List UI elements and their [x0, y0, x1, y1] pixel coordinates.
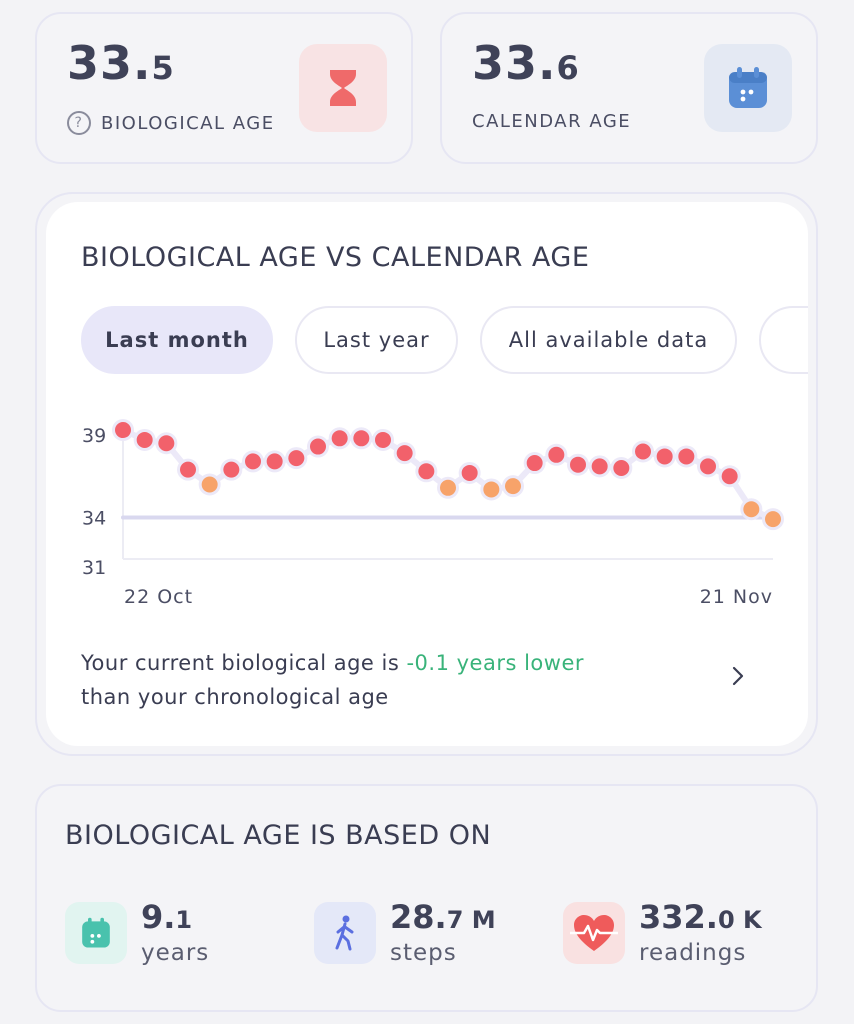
stat-readings-value: 332.0 K: [639, 898, 762, 936]
x-start-label: 22 Oct: [124, 586, 193, 608]
data-point: [245, 453, 261, 470]
x-end-label: 21 Nov: [700, 586, 773, 608]
data-point: [570, 456, 586, 473]
data-point: [440, 479, 456, 496]
data-point: [396, 445, 413, 462]
data-point: [461, 464, 478, 481]
biological-age-value: 33.5: [67, 36, 175, 90]
data-point: [375, 431, 391, 448]
data-point: [635, 443, 651, 460]
tab-all-available-data[interactable]: All available data: [480, 306, 737, 374]
data-point: [201, 476, 218, 493]
walking-person-icon: [314, 902, 376, 964]
data-point: [721, 468, 738, 485]
calendar-icon: [704, 44, 792, 132]
based-on-title: BIOLOGICAL AGE IS BASED ON: [65, 820, 492, 851]
stat-years-unit: years: [141, 940, 210, 966]
data-point: [765, 511, 781, 528]
calendar-icon: [65, 902, 127, 964]
heart-pulse-icon: [563, 902, 625, 964]
summary-text: Your current biological age is -0.1 year…: [81, 651, 584, 709]
calendar-age-card[interactable]: 33.6 CALENDAR AGE: [440, 12, 818, 164]
y-tick-label: 31: [82, 557, 106, 579]
y-tick-label: 34: [82, 508, 106, 530]
data-point: [613, 460, 630, 476]
biological-age-label: BIOLOGICAL AGE: [101, 112, 275, 134]
data-point: [136, 431, 153, 448]
data-point: [288, 450, 305, 467]
data-point: [353, 430, 370, 447]
biological-age-line: [121, 427, 775, 522]
biological-age-label-row: ? BIOLOGICAL AGE: [67, 111, 275, 135]
chart-title: BIOLOGICAL AGE VS CALENDAR AGE: [81, 242, 590, 273]
hourglass-icon: [299, 44, 387, 132]
tab-last-month[interactable]: Last month: [81, 306, 273, 374]
y-tick-label: 39: [82, 425, 106, 447]
data-point: [180, 461, 196, 478]
data-point: [266, 453, 283, 470]
data-point: [115, 422, 131, 439]
data-point: [310, 438, 326, 455]
biological-age-card[interactable]: 33.5 ? BIOLOGICAL AGE: [35, 12, 413, 164]
based-on-card: BIOLOGICAL AGE IS BASED ON 9.1 years 28.…: [35, 784, 818, 1012]
chart-card-outer: BIOLOGICAL AGE VS CALENDAR AGE Last mont…: [35, 192, 818, 756]
data-point: [418, 463, 435, 480]
chevron-right-icon[interactable]: [726, 664, 750, 688]
data-point: [591, 458, 608, 475]
data-point: [526, 455, 543, 472]
stat-steps-value: 28.7 M: [390, 898, 496, 936]
stat-steps-unit: steps: [390, 940, 457, 966]
data-point: [223, 461, 240, 478]
tab-last-year[interactable]: Last year: [295, 306, 458, 374]
stat-years-value: 9.1: [141, 898, 193, 936]
data-point: [743, 501, 760, 518]
data-point: [548, 446, 565, 463]
age-chart: 39 34 31 22 Oct 21 Nov: [82, 419, 784, 608]
data-point: [483, 481, 500, 498]
data-point: [656, 448, 673, 465]
calendar-age-value: 33.6: [472, 36, 580, 90]
data-point: [700, 458, 716, 475]
tab-more[interactable]: [759, 306, 808, 374]
data-point: [678, 448, 695, 465]
summary-highlight: -0.1 years lower: [406, 651, 584, 675]
help-icon[interactable]: ?: [67, 111, 91, 135]
calendar-age-label: CALENDAR AGE: [472, 111, 632, 132]
data-point: [158, 435, 175, 452]
stat-readings-unit: readings: [639, 940, 747, 966]
biological-vs-calendar-card: BIOLOGICAL AGE VS CALENDAR AGE Last mont…: [46, 202, 808, 746]
data-point: [505, 478, 521, 495]
data-point: [331, 430, 348, 447]
